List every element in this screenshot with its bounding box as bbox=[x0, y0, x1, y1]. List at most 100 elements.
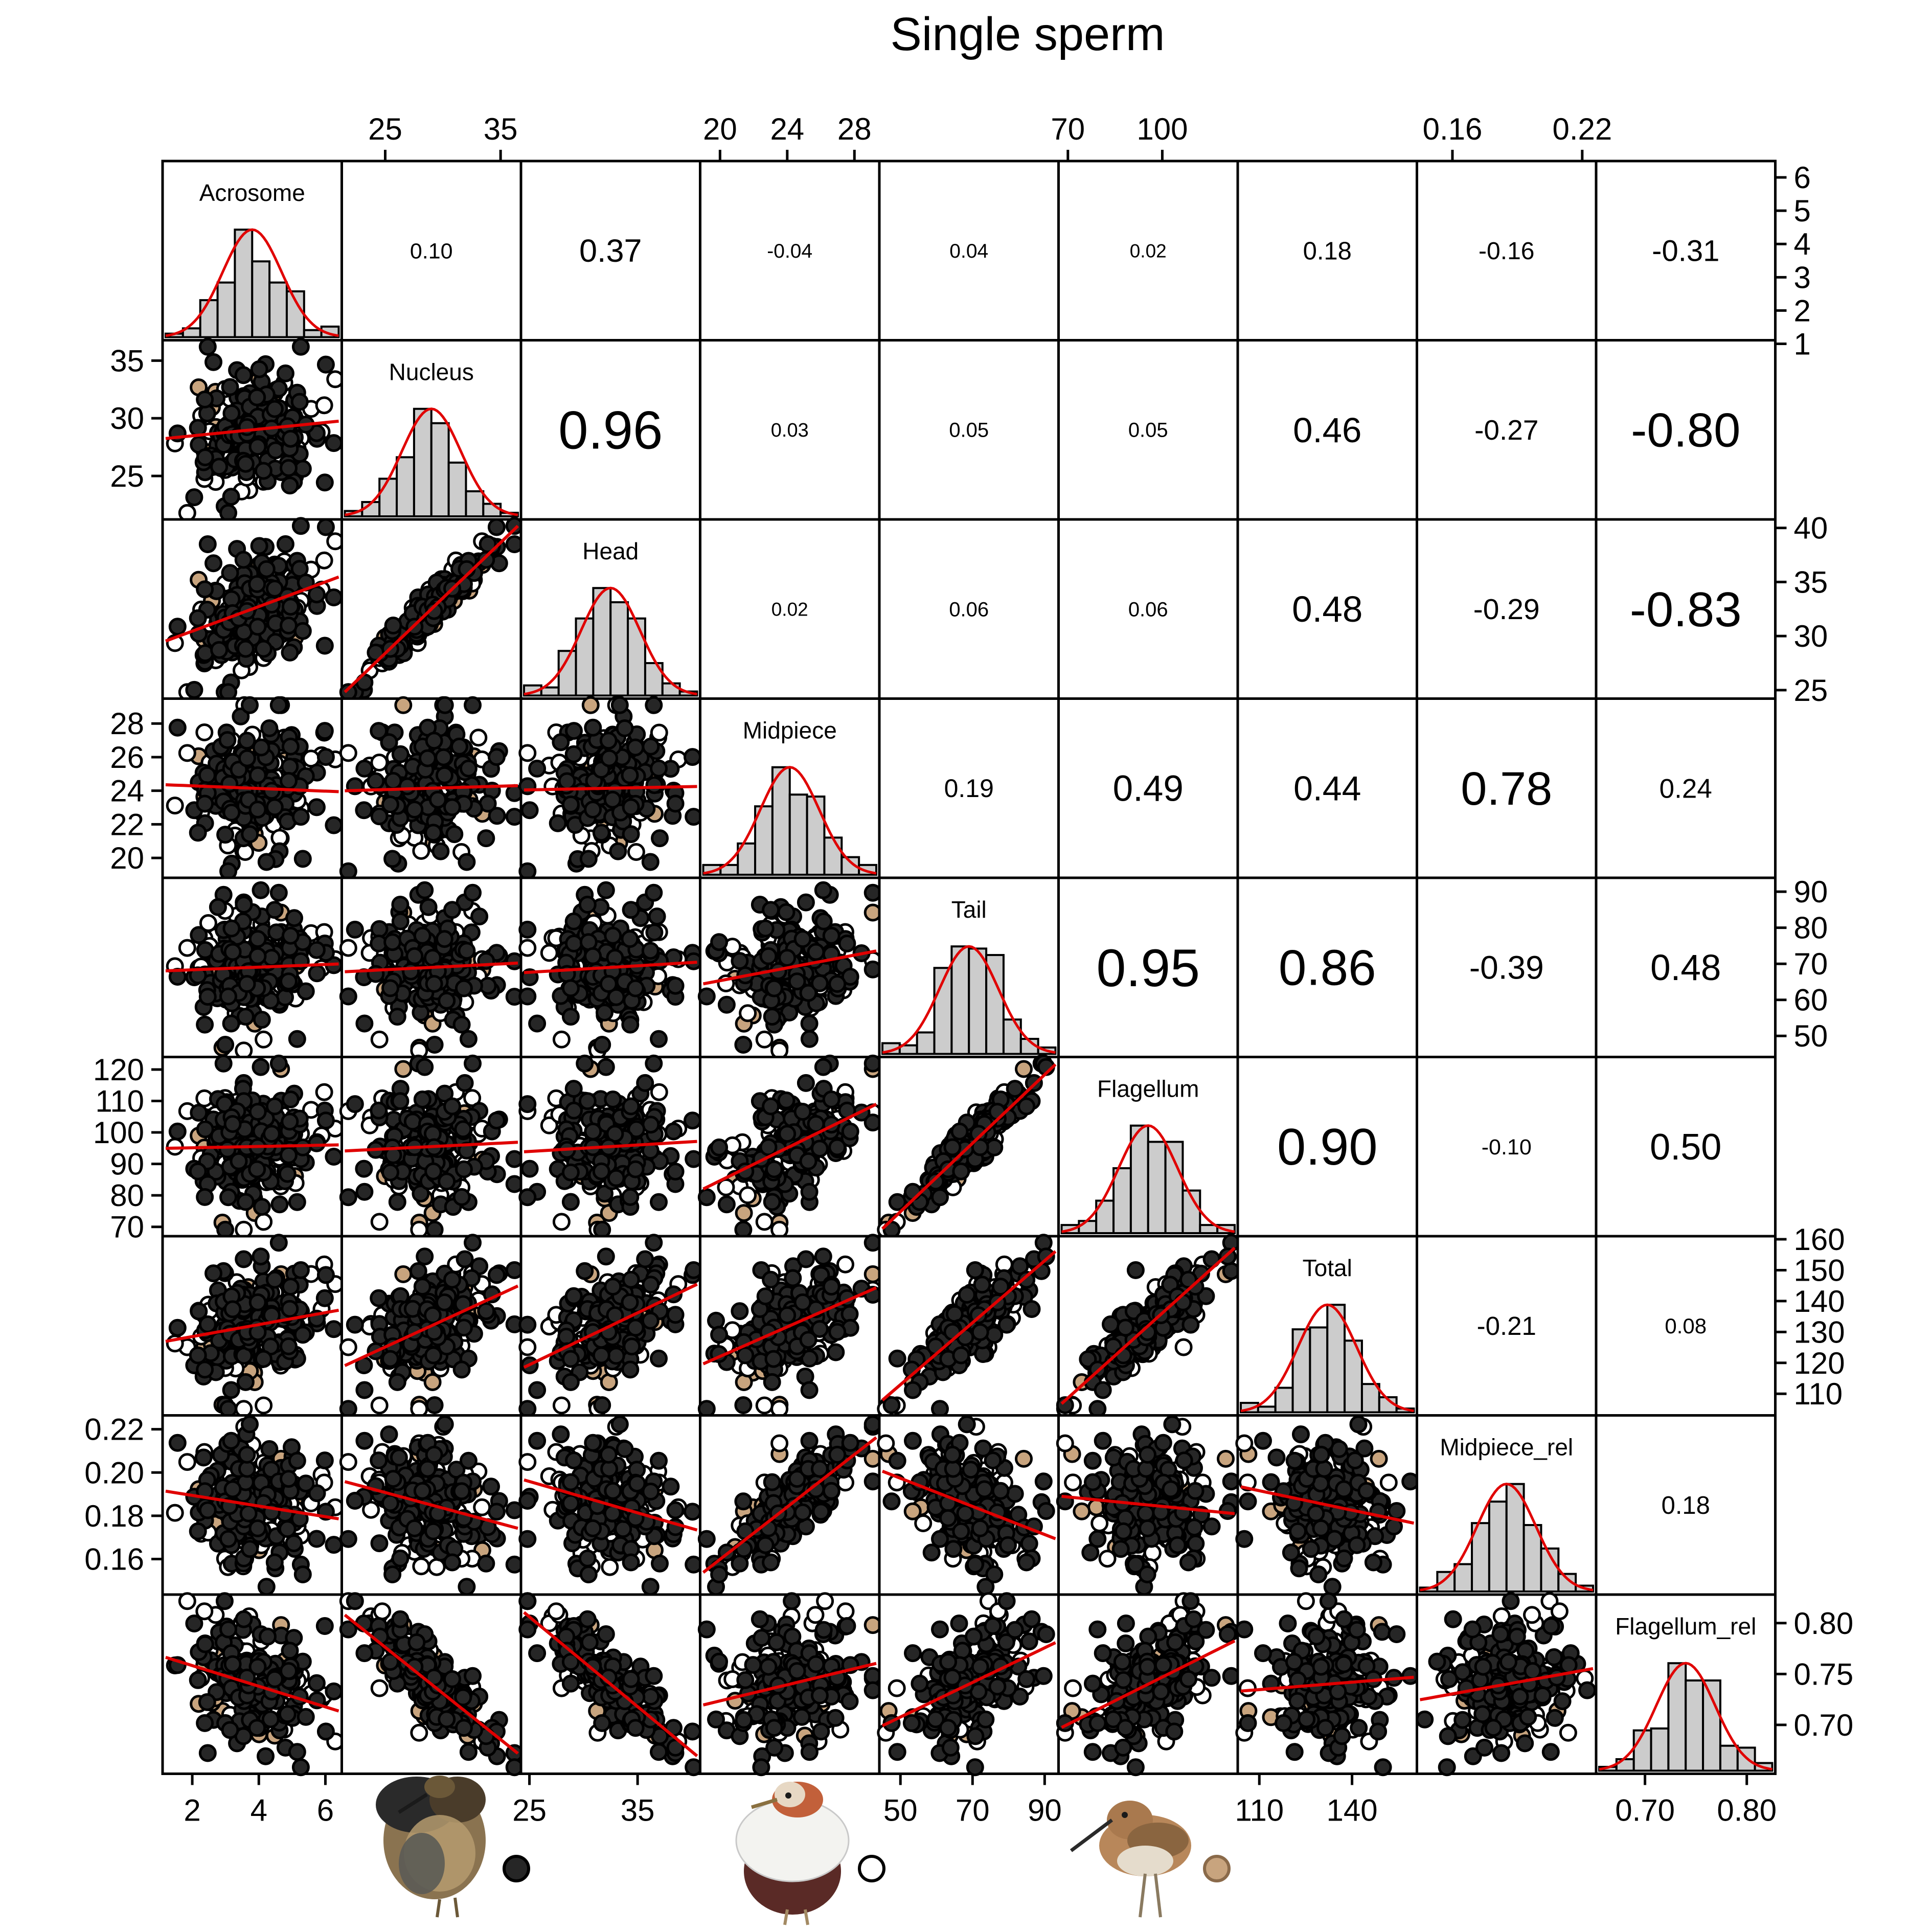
correlation-acrosome-tail: 0.04 bbox=[949, 240, 988, 262]
scatter-point bbox=[316, 1266, 335, 1284]
correlation-flagellum-total: 0.90 bbox=[1277, 1119, 1378, 1176]
scatter-point bbox=[355, 801, 373, 820]
scatter-point bbox=[950, 1122, 969, 1141]
scatter-point bbox=[800, 1014, 819, 1033]
correlation-flagellum-midpiece-rel: -0.10 bbox=[1482, 1135, 1532, 1160]
correlation-head-flagellum-rel: -0.83 bbox=[1630, 582, 1742, 637]
scatter-point bbox=[291, 808, 310, 826]
scatter-point bbox=[828, 1323, 847, 1341]
histogram-bar bbox=[268, 281, 288, 338]
histogram-bar bbox=[1164, 1141, 1184, 1234]
scatter-point bbox=[222, 1014, 240, 1033]
scatter-point bbox=[610, 696, 629, 714]
panel-tail-tail: Tail bbox=[878, 876, 1060, 1058]
scatter-point bbox=[252, 1058, 270, 1076]
scatter-point bbox=[765, 1160, 783, 1178]
scatter-point bbox=[822, 1090, 840, 1108]
scatter-point bbox=[666, 1163, 685, 1181]
scatter-point bbox=[561, 1163, 580, 1181]
scatter-point bbox=[265, 1097, 284, 1116]
scatter-point bbox=[985, 1326, 1004, 1344]
variable-label-acrosome: Acrosome bbox=[199, 179, 305, 206]
scatter-point bbox=[762, 1270, 780, 1289]
panel-nucleus-total: 0.46 bbox=[1236, 339, 1418, 521]
scatter-point bbox=[265, 1270, 284, 1289]
scatter-point bbox=[607, 1169, 625, 1187]
scatter-point bbox=[416, 1058, 434, 1076]
scatter-point bbox=[642, 737, 660, 756]
density-curve bbox=[165, 228, 339, 337]
scatter-point bbox=[190, 1104, 208, 1122]
panel-tail-head bbox=[518, 876, 703, 1060]
scatter-point bbox=[423, 1306, 442, 1325]
panel-frame bbox=[1057, 339, 1239, 521]
scatter-point bbox=[281, 926, 300, 945]
scatter-point bbox=[592, 1346, 610, 1365]
scatter-point bbox=[316, 1111, 335, 1130]
scatter-point bbox=[262, 1125, 281, 1143]
scatter-point bbox=[339, 1338, 357, 1356]
correlation-acrosome-head: 0.37 bbox=[579, 233, 642, 269]
scatter-point bbox=[518, 939, 537, 957]
histogram-bar bbox=[1147, 1141, 1167, 1234]
scatter-point bbox=[651, 829, 669, 848]
scatter-point bbox=[238, 732, 256, 750]
scatter-point bbox=[807, 1115, 825, 1133]
scatter-point bbox=[210, 641, 229, 659]
panel-frame bbox=[1595, 518, 1777, 700]
scatter-point bbox=[814, 1247, 832, 1266]
scatter-point bbox=[518, 1095, 537, 1113]
scatter-point bbox=[710, 1326, 729, 1344]
scatter-point bbox=[281, 1278, 300, 1296]
panel-flagellum-head bbox=[518, 1054, 703, 1239]
scatter-point bbox=[438, 991, 456, 1010]
scatter-point bbox=[552, 1396, 571, 1415]
panel-frame bbox=[1416, 518, 1598, 700]
histogram-bar bbox=[1129, 1124, 1149, 1234]
scatter-point bbox=[252, 1247, 270, 1266]
scatter-point bbox=[166, 797, 184, 815]
scatter-point bbox=[599, 732, 618, 750]
scatter-point bbox=[518, 1315, 537, 1334]
panel-head-acrosome bbox=[161, 517, 345, 701]
histogram-bar bbox=[609, 601, 629, 697]
smoother-line bbox=[165, 575, 339, 643]
scatter-point bbox=[464, 1054, 482, 1073]
scatter-point bbox=[221, 564, 239, 582]
scatter-point bbox=[518, 1338, 537, 1356]
scatter-point bbox=[1181, 1315, 1200, 1334]
panel-acrosome-head: 0.37 bbox=[519, 160, 701, 342]
scatter-point bbox=[384, 617, 402, 634]
panel-midpiece-midpiece: Midpiece bbox=[699, 697, 881, 879]
variable-label-head: Head bbox=[582, 538, 639, 564]
scatter-point bbox=[435, 766, 453, 784]
panel-head-flagellum-rel: -0.83 bbox=[1595, 518, 1777, 700]
scatter-point bbox=[665, 1122, 683, 1141]
panel-flagellum-total: 0.90 bbox=[1236, 1056, 1418, 1238]
panel-midpiece-flagellum-rel: 0.24 bbox=[1595, 697, 1777, 879]
scatter-point bbox=[219, 1188, 237, 1207]
scatter-point bbox=[210, 458, 229, 476]
panel-nucleus-acrosome bbox=[161, 337, 345, 522]
panel-tail-midpiece-rel: -0.39 bbox=[1416, 876, 1598, 1058]
panel-acrosome-flagellum: 0.02 bbox=[1057, 160, 1239, 342]
panel-head-midpiece-rel: -0.29 bbox=[1416, 518, 1598, 700]
scatter-point bbox=[223, 943, 242, 961]
scatter-point bbox=[458, 942, 476, 960]
scatter-point bbox=[405, 947, 424, 965]
correlation-acrosome-nucleus: 0.10 bbox=[410, 239, 453, 263]
correlation-nucleus-tail: 0.05 bbox=[949, 419, 989, 442]
variable-label-flagellum: Flagellum bbox=[1097, 1076, 1199, 1102]
density-curve bbox=[345, 407, 518, 516]
correlation-midpiece-flagellum: 0.49 bbox=[1113, 769, 1184, 809]
scatter-point bbox=[339, 1188, 357, 1207]
correlation-nucleus-total: 0.46 bbox=[1293, 411, 1361, 450]
scatter-point bbox=[464, 696, 482, 714]
correlation-nucleus-midpiece: 0.03 bbox=[771, 420, 809, 441]
scatter-point bbox=[250, 360, 268, 378]
scatter-point bbox=[236, 1008, 255, 1026]
scatter-point bbox=[248, 388, 266, 406]
histogram-bar bbox=[216, 281, 236, 338]
panel-midpiece-acrosome bbox=[161, 696, 345, 880]
